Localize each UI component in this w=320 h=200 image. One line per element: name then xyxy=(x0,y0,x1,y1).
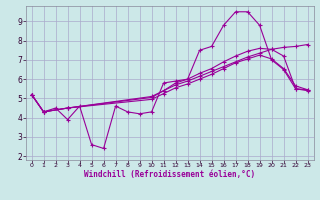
X-axis label: Windchill (Refroidissement éolien,°C): Windchill (Refroidissement éolien,°C) xyxy=(84,170,255,179)
